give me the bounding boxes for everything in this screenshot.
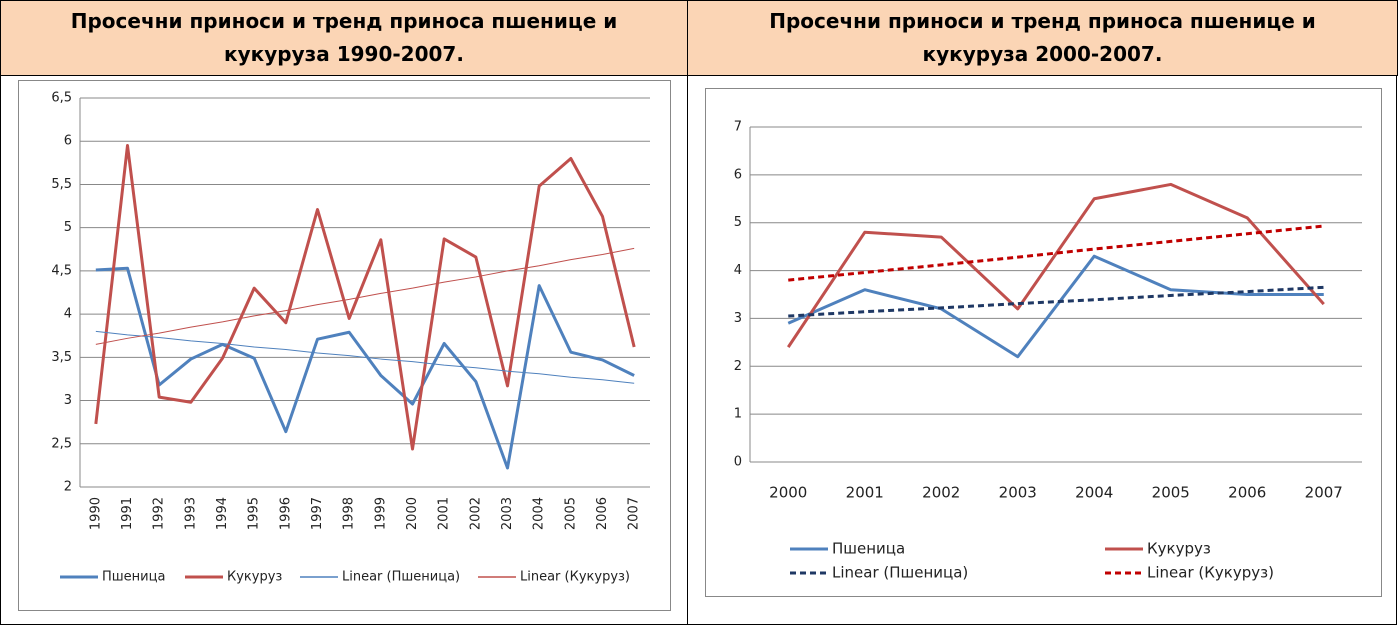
- legend-label: Linear (Кукуруз): [520, 570, 630, 585]
- x-tick-label: 1994: [215, 497, 230, 530]
- x-tick-label: 2001: [437, 497, 452, 530]
- legend-label: Пшеница: [832, 540, 905, 558]
- chart-frame: [18, 80, 671, 611]
- x-tick-label: 2007: [627, 497, 642, 530]
- x-tick-label: 1999: [373, 497, 388, 530]
- x-tick-label: 2007: [1305, 484, 1343, 502]
- y-tick-label: 3,5: [51, 350, 72, 365]
- x-tick-label: 2005: [563, 497, 578, 530]
- x-tick-label: 2004: [532, 497, 547, 530]
- x-tick-label: 1992: [152, 497, 167, 530]
- y-tick-label: 2: [64, 480, 72, 495]
- cell-border: [687, 75, 1397, 625]
- y-tick-label: 4: [64, 307, 72, 322]
- x-tick-label: 1997: [310, 497, 325, 530]
- y-tick-label: 5,5: [51, 177, 72, 192]
- x-tick-label: 2006: [1228, 484, 1266, 502]
- x-tick-label: 2003: [500, 497, 515, 530]
- x-tick-label: 2003: [999, 484, 1037, 502]
- x-tick-label: 2002: [468, 497, 483, 530]
- series-line: [95, 330, 635, 384]
- chart-title: Просечни приноси и тренд приноса пшенице…: [0, 0, 688, 76]
- series-line: [95, 266, 635, 470]
- x-tick-label: 2000: [769, 484, 807, 502]
- y-tick-label: 6,5: [51, 91, 72, 106]
- y-tick-label: 3: [734, 311, 742, 326]
- y-tick-label: 4,5: [51, 263, 72, 278]
- series-line: [787, 254, 1324, 359]
- x-tick-label: 1990: [88, 497, 103, 530]
- chart-frame: [705, 88, 1382, 597]
- x-tick-label: 1991: [120, 497, 135, 530]
- legend-label: Linear (Кукуруз): [1147, 564, 1274, 582]
- x-tick-label: 2001: [846, 484, 884, 502]
- x-tick-label: 1998: [342, 497, 357, 530]
- x-tick-label: 2006: [595, 497, 610, 530]
- x-tick-label: 2004: [1075, 484, 1113, 502]
- x-tick-label: 1995: [247, 497, 262, 530]
- y-tick-label: 1: [734, 407, 742, 422]
- series-line: [787, 182, 1325, 348]
- x-tick-label: 2002: [922, 484, 960, 502]
- legend-label: Кукуруз: [1147, 540, 1211, 558]
- legend-label: Linear (Пшеница): [342, 570, 460, 585]
- legend-label: Linear (Пшеница): [832, 564, 968, 582]
- x-tick-label: 2000: [405, 497, 420, 530]
- x-tick-label: 1996: [278, 497, 293, 530]
- y-tick-label: 3: [64, 393, 72, 408]
- legend-label: Пшеница: [102, 570, 165, 585]
- y-tick-label: 6: [734, 167, 742, 182]
- y-tick-label: 7: [734, 120, 742, 135]
- series-line: [94, 144, 636, 451]
- x-tick-label: 1993: [183, 497, 198, 530]
- y-tick-label: 4: [734, 263, 742, 278]
- y-tick-label: 0: [734, 455, 742, 470]
- y-tick-label: 2,5: [51, 436, 72, 451]
- y-tick-label: 5: [64, 220, 72, 235]
- y-tick-label: 5: [734, 215, 742, 230]
- chart-title: Просечни приноси и тренд приноса пшенице…: [687, 0, 1398, 76]
- series-line: [95, 247, 635, 345]
- legend-label: Кукуруз: [227, 570, 282, 585]
- x-tick-label: 2005: [1152, 484, 1190, 502]
- y-tick-label: 2: [734, 359, 742, 374]
- y-tick-label: 6: [64, 134, 72, 149]
